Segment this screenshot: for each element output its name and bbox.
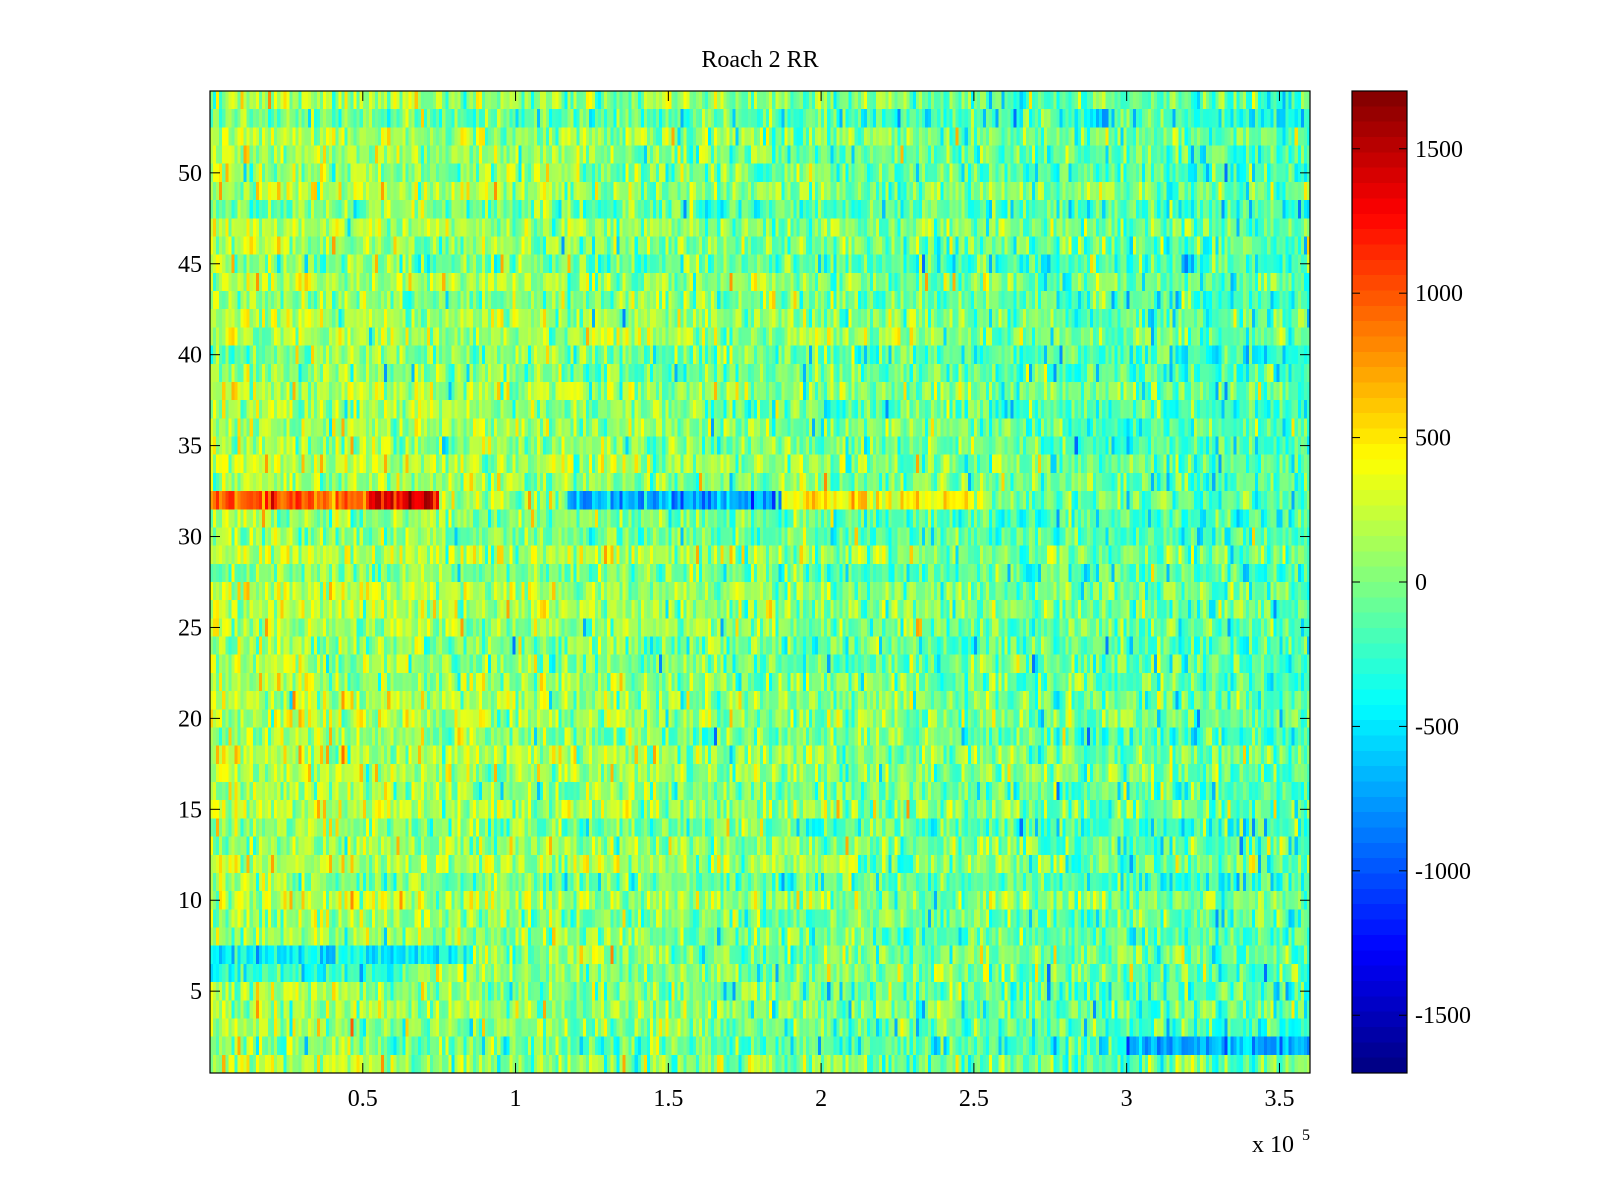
y-tick-label: 25 xyxy=(178,615,202,641)
colorbar-ticks: -1500 -1000 -500 0 500 1000 1500 xyxy=(1352,137,1471,1029)
x-multiplier-base: x 10 xyxy=(1252,1132,1294,1158)
colorbar-tick-label: 1500 xyxy=(1415,137,1463,163)
x-tick-label: 3.5 xyxy=(1264,1086,1294,1112)
y-tick-label: 10 xyxy=(178,888,202,914)
x-tick-label: 1 xyxy=(510,1086,522,1112)
colorbar-tick-label: -1500 xyxy=(1415,1003,1471,1029)
y-tick-label: 15 xyxy=(178,797,202,823)
y-axis: 5 10 15 20 25 30 35 40 45 50 xyxy=(178,161,1310,1005)
x-multiplier-exponent: 5 xyxy=(1302,1127,1310,1144)
chart-title: Roach 2 RR xyxy=(701,47,818,73)
x-tick-label: 3 xyxy=(1121,1086,1133,1112)
y-tick-label: 40 xyxy=(178,343,202,369)
colorbar-tick-label: 1000 xyxy=(1415,281,1463,307)
y-tick-label: 35 xyxy=(178,434,202,460)
heatmap-image xyxy=(210,91,1310,1073)
colorbar: -1500 -1000 -500 0 500 1000 1500 xyxy=(1351,90,1471,1074)
colorbar-gradient xyxy=(1352,91,1407,1073)
colorbar-tick-label: -1000 xyxy=(1415,859,1471,885)
y-tick-label: 5 xyxy=(190,979,202,1005)
x-tick-label: 1.5 xyxy=(653,1086,683,1112)
colorbar-tick-label: -500 xyxy=(1415,714,1459,740)
x-axis: 0.5 1 1.5 2 2.5 3 3.5 xyxy=(348,91,1294,1112)
heatmap-plot xyxy=(209,90,1311,1074)
colorbar-tick-label: 500 xyxy=(1415,426,1451,452)
x-tick-label: 0.5 xyxy=(348,1086,378,1112)
y-tick-label: 20 xyxy=(178,706,202,732)
y-tick-label: 45 xyxy=(178,252,202,278)
x-tick-label: 2 xyxy=(815,1086,827,1112)
x-multiplier-label: x 10 5 xyxy=(1252,1127,1310,1158)
x-tick-label: 2.5 xyxy=(959,1086,989,1112)
y-tick-label: 30 xyxy=(178,525,202,551)
colorbar-tick-label: 0 xyxy=(1415,570,1427,596)
y-tick-label: 50 xyxy=(178,161,202,187)
plot-area-frame xyxy=(209,90,1311,1074)
